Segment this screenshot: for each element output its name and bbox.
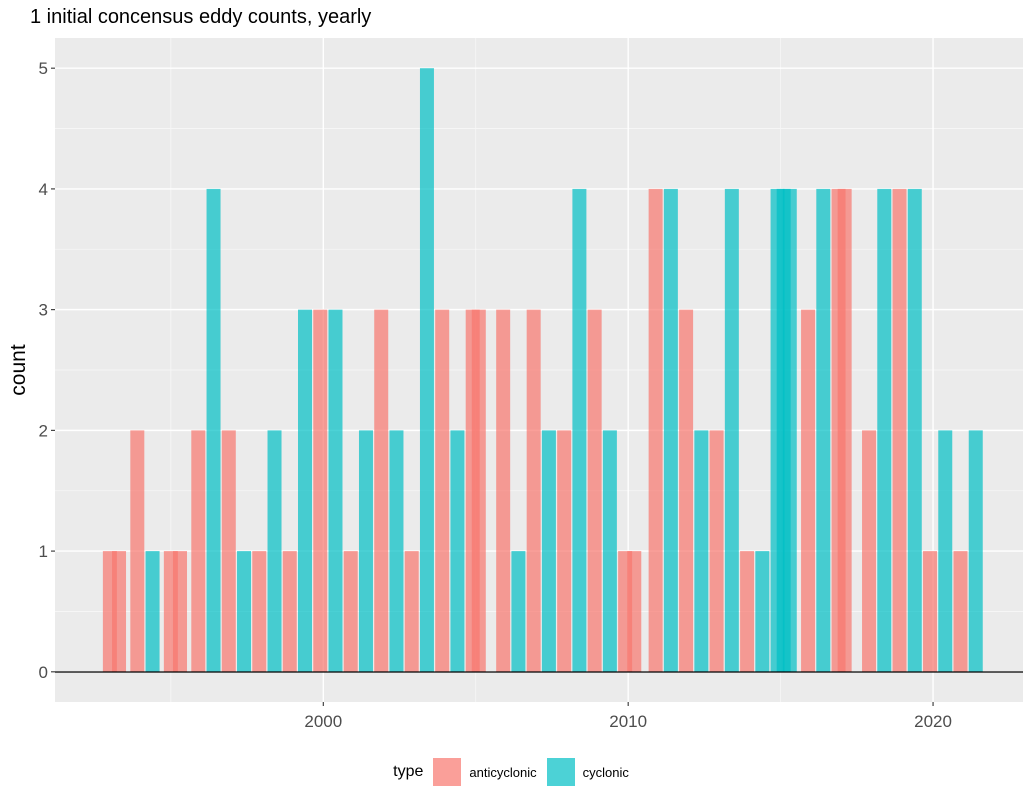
legend-title: type bbox=[393, 763, 424, 780]
bar-anticyclonic bbox=[557, 430, 572, 672]
legend-key-anticyclonic bbox=[433, 758, 462, 786]
legend-item-anticyclonic: anticyclonic bbox=[433, 758, 537, 786]
legend-label-anticyclonic: anticyclonic bbox=[469, 764, 537, 780]
bar-cyclonic bbox=[267, 430, 282, 672]
bar-anticyclonic bbox=[923, 551, 938, 672]
bar-anticyclonic bbox=[130, 430, 145, 672]
bar-anticyclonic bbox=[374, 309, 389, 672]
bar-anticyclonic bbox=[112, 551, 127, 672]
x-axis: 2000 2010 2020 bbox=[304, 702, 952, 731]
bar-cyclonic bbox=[816, 188, 831, 672]
x-tick-label: 2010 bbox=[609, 712, 647, 731]
y-tick-label: 4 bbox=[39, 180, 48, 199]
bar-cyclonic bbox=[328, 309, 343, 672]
bar-anticyclonic bbox=[740, 551, 755, 672]
bar-cyclonic bbox=[511, 551, 526, 672]
bar-anticyclonic bbox=[252, 551, 267, 672]
y-tick-label: 1 bbox=[39, 542, 48, 561]
bar-anticyclonic bbox=[526, 309, 541, 672]
legend-label-cyclonic: cyclonic bbox=[582, 764, 629, 780]
bar-cyclonic bbox=[755, 551, 770, 672]
bar-anticyclonic bbox=[679, 309, 694, 672]
x-tick-label: 2020 bbox=[914, 712, 952, 731]
bar-cyclonic bbox=[419, 68, 434, 672]
bar-cyclonic bbox=[358, 430, 373, 672]
bar-anticyclonic bbox=[709, 430, 724, 672]
bar-cyclonic bbox=[938, 430, 953, 672]
bar-anticyclonic bbox=[837, 188, 852, 672]
bar-anticyclonic bbox=[862, 430, 877, 672]
bar-cyclonic bbox=[389, 430, 404, 672]
legend-key-cyclonic bbox=[546, 758, 575, 786]
bar-anticyclonic bbox=[343, 551, 358, 672]
bar-anticyclonic bbox=[404, 551, 419, 672]
bar-anticyclonic bbox=[471, 309, 486, 672]
y-tick-label: 3 bbox=[39, 301, 48, 320]
x-tick-label: 2000 bbox=[304, 712, 342, 731]
bar-anticyclonic bbox=[648, 188, 663, 672]
bar-anticyclonic bbox=[587, 309, 602, 672]
bar-cyclonic bbox=[968, 430, 983, 672]
bar-anticyclonic bbox=[892, 188, 907, 672]
bar-cyclonic bbox=[206, 188, 221, 672]
legend-item-cyclonic: cyclonic bbox=[546, 758, 629, 786]
bar-anticyclonic bbox=[221, 430, 236, 672]
bar-anticyclonic bbox=[801, 309, 816, 672]
bar-cyclonic bbox=[572, 188, 587, 672]
bar-cyclonic bbox=[298, 309, 313, 672]
bar-cyclonic bbox=[663, 188, 678, 672]
legend: type anticyclonic cyclonic bbox=[0, 755, 1032, 789]
y-tick-label: 0 bbox=[39, 663, 48, 682]
bar-anticyclonic bbox=[953, 551, 968, 672]
bar-cyclonic bbox=[877, 188, 892, 672]
bar-anticyclonic bbox=[435, 309, 450, 672]
bar-cyclonic bbox=[541, 430, 556, 672]
y-tick-label: 5 bbox=[39, 59, 48, 78]
bar-anticyclonic bbox=[627, 551, 642, 672]
bar-cyclonic bbox=[237, 551, 252, 672]
bar-cyclonic bbox=[450, 430, 465, 672]
y-axis-title: count bbox=[7, 344, 30, 396]
y-axis: 0 1 2 3 4 5 bbox=[39, 59, 55, 682]
bar-anticyclonic bbox=[173, 551, 188, 672]
bar-cyclonic bbox=[782, 188, 797, 672]
bar-cyclonic bbox=[602, 430, 617, 672]
bar-cyclonic bbox=[724, 188, 739, 672]
chart-title: 1 initial concensus eddy counts, yearly bbox=[30, 6, 372, 28]
bar-anticyclonic bbox=[313, 309, 328, 672]
bar-cyclonic bbox=[907, 188, 922, 672]
y-tick-label: 2 bbox=[39, 421, 48, 440]
bar-cyclonic bbox=[694, 430, 709, 672]
bar-cyclonic bbox=[145, 551, 160, 672]
bar-anticyclonic bbox=[191, 430, 206, 672]
bar-anticyclonic bbox=[496, 309, 511, 672]
bar-layer bbox=[102, 68, 983, 672]
bar-anticyclonic bbox=[282, 551, 297, 672]
